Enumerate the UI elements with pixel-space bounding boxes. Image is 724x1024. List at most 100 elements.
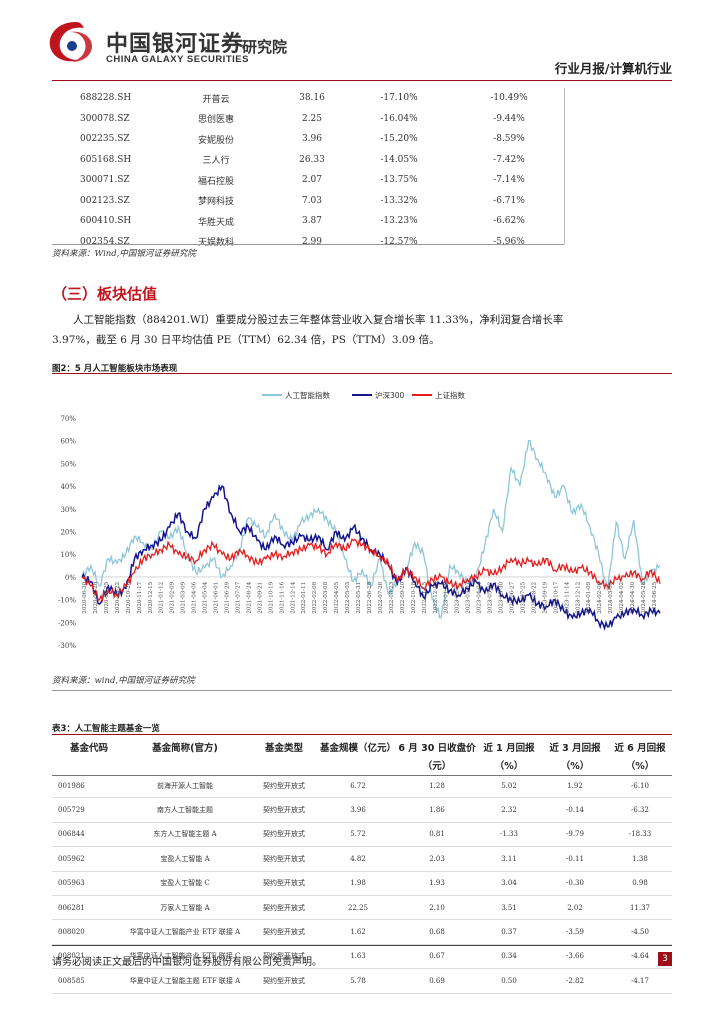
x-tick-label: 2020-09-22 bbox=[115, 582, 121, 614]
table-cell: 0.37 bbox=[501, 928, 517, 937]
series-line bbox=[81, 439, 661, 619]
table-header-cell: 近 6 月回报 bbox=[614, 743, 666, 754]
page-number: 3 bbox=[658, 952, 672, 966]
logo-text-en: CHINA GALAXY SECURITIES bbox=[106, 54, 249, 65]
table-cell: -3.66 bbox=[566, 952, 584, 961]
x-tick-label: 2022-02-08 bbox=[312, 581, 318, 613]
table-cell: -13.75% bbox=[380, 175, 418, 186]
table-header-cell: 近 3 月回报 bbox=[549, 743, 601, 754]
x-tick-label: 2023-10-17 bbox=[553, 581, 559, 613]
x-tick-label: 2020-08-25 bbox=[104, 581, 110, 613]
table-cell: 38.16 bbox=[299, 93, 325, 104]
table-bottom-rule bbox=[52, 244, 564, 245]
table-cell: 1.86 bbox=[429, 806, 445, 815]
table-row: 001986 前海开源人工智能 契约型开放式 6.72 1.28 5.02 1.92 -6.1… bbox=[52, 774, 672, 799]
x-tick-label: 2023-01-10 bbox=[444, 581, 450, 613]
table-cell: 3.51 bbox=[501, 903, 517, 912]
table-cell: -3.59 bbox=[566, 928, 584, 937]
table-row: 008585 华夏中证人工智能主题 ETF 联接 A 契约型开放式 5.78 0.69 0… bbox=[52, 969, 672, 994]
table-cell: -13.32% bbox=[380, 195, 418, 206]
table-cell: 2.10 bbox=[429, 903, 445, 912]
x-tick-label: 2022-09-20 bbox=[400, 581, 406, 613]
table-cell: 2.25 bbox=[301, 113, 323, 124]
ai-fund-table: 基金代码 基金简称(官方) 基金类型 基金规模（亿元） 6 月 30 日收盘价近 1 月… bbox=[52, 738, 672, 994]
table-cell: 3.11 bbox=[501, 854, 517, 863]
table3-bottom-rule bbox=[52, 945, 672, 946]
paragraph-line: 3.97%，截至 6 月 30 日平均估值 PE（TTM）62.34 倍，PS（… bbox=[52, 334, 440, 346]
table-cell: 开普云 bbox=[202, 94, 230, 105]
table-row: 002123.SZ 梦网科技 7.03 -13.32% -6.71% bbox=[52, 191, 564, 212]
table-cell: 三人行 bbox=[202, 156, 230, 167]
table-header-cell: （%） bbox=[625, 761, 655, 772]
table-cell: 契约型开放式 bbox=[263, 976, 305, 985]
table-cell: 6.72 bbox=[350, 781, 366, 790]
table-cell: -9.44% bbox=[493, 113, 525, 124]
table-header-row: （元） （%） （%） （%） bbox=[52, 756, 672, 774]
table-row: 002235.SZ 安妮股份 3.96 -15.20% -8.59% bbox=[52, 129, 564, 150]
table-cell: 002354.SZ bbox=[80, 236, 130, 247]
y-tick-label: -30% bbox=[58, 642, 76, 650]
legend-label: 上证指数 bbox=[435, 390, 465, 400]
table-cell: -5.96% bbox=[493, 236, 525, 247]
table-cell: 688228.SH bbox=[80, 93, 132, 104]
table-cell: 2.99 bbox=[301, 236, 323, 247]
x-tick-label: 2024-06-25 bbox=[652, 581, 658, 613]
table-cell: 华胜天成 bbox=[197, 217, 234, 228]
x-tick-label: 2023-05-30 bbox=[499, 581, 505, 613]
table-header-cell: 基金代码 bbox=[69, 743, 108, 754]
table-header-cell: 基金规模（亿元） bbox=[319, 743, 396, 754]
legend-label: 人工智能指数 bbox=[285, 390, 330, 400]
table-cell: 005962 bbox=[58, 854, 85, 863]
table-cell: 3.96 bbox=[350, 806, 366, 815]
table-cell: 契约型开放式 bbox=[263, 806, 305, 815]
table-row: 005729 南方人工智能主题 契约型开放式 3.96 1.86 2.32 -0.14 -6.… bbox=[52, 798, 672, 823]
table-row: 605168.SH 三人行 26.33 -14.05% -7.42% bbox=[52, 150, 564, 171]
table-cell: 0.68 bbox=[429, 928, 445, 937]
table-source: 资料来源：Wind,中国银河证券研究院 bbox=[52, 249, 196, 259]
institute-label: 研究院 bbox=[242, 38, 288, 56]
table-cell: 008021 bbox=[58, 952, 85, 961]
x-tick-label: 2024-04-30 bbox=[630, 581, 636, 613]
table-cell: 契约型开放式 bbox=[263, 928, 305, 937]
table-cell: 华夏中证人工智能主题 ETF 联接 A bbox=[129, 976, 241, 985]
table-cell: 006281 bbox=[58, 903, 85, 912]
table-cell: 7.03 bbox=[301, 195, 323, 206]
table-cell: -17.10% bbox=[380, 93, 418, 104]
y-tick-label: 30% bbox=[60, 506, 76, 514]
table-cell: 1.38 bbox=[632, 854, 648, 863]
table-header-cell: 基金类型 bbox=[264, 743, 303, 754]
table-cell: -9.79 bbox=[566, 830, 584, 839]
x-tick-label: 2023-06-27 bbox=[510, 581, 516, 613]
table-cell: 300071.SZ bbox=[80, 175, 130, 186]
table-cell: 008020 bbox=[58, 928, 85, 937]
table-cell: 008585 bbox=[58, 976, 85, 985]
table-cell: 华富中证人工智能产业 ETF 联接 A bbox=[129, 928, 241, 937]
x-tick-label: 2022-06-28 bbox=[367, 581, 373, 613]
table-cell: 前海开源人工智能 bbox=[157, 781, 213, 790]
table-cell: -18.33 bbox=[628, 830, 652, 839]
table-header-cell: （%） bbox=[560, 761, 590, 772]
stock-decline-table: 688228.SH 开普云 38.16 -17.10% -10.49% 300078.SZ… bbox=[52, 88, 564, 252]
disclaimer: 请务必阅读正文最后的中国银河证券股份有限公司免责声明。 bbox=[52, 957, 322, 968]
table-cell: -6.10 bbox=[631, 781, 649, 790]
table-cell: 1.62 bbox=[350, 928, 366, 937]
table-cell: 2.03 bbox=[429, 854, 445, 863]
table-cell: 福石控股 bbox=[197, 176, 234, 187]
x-tick-label: 2023-03-07 bbox=[466, 581, 472, 613]
table-cell: 605168.SH bbox=[80, 154, 132, 165]
table-cell: 0.67 bbox=[429, 952, 445, 961]
x-tick-label: 2022-05-03 bbox=[345, 581, 351, 613]
table3-title: 表3：人工智能主题基金一览 bbox=[52, 724, 160, 734]
table-cell: 0.81 bbox=[429, 830, 445, 839]
table-cell: -16.04% bbox=[380, 113, 418, 124]
x-tick-label: 2021-04-06 bbox=[192, 581, 198, 613]
x-tick-label: 2020-11-17 bbox=[137, 581, 143, 613]
table-cell: 3.04 bbox=[501, 879, 517, 888]
figure-source: 资料来源：wind,中国银河证券研究院 bbox=[52, 676, 195, 686]
table-cell: 002123.SZ bbox=[80, 195, 130, 206]
table-cell: 0.98 bbox=[632, 879, 648, 888]
table-cell: -15.20% bbox=[380, 134, 418, 145]
x-tick-label: 2022-04-05 bbox=[334, 581, 340, 613]
table-row: 006844 东方人工智能主题 A 契约型开放式 5.72 0.81 -1.33 -9.79… bbox=[52, 823, 672, 848]
table-cell: 5.72 bbox=[350, 830, 366, 839]
